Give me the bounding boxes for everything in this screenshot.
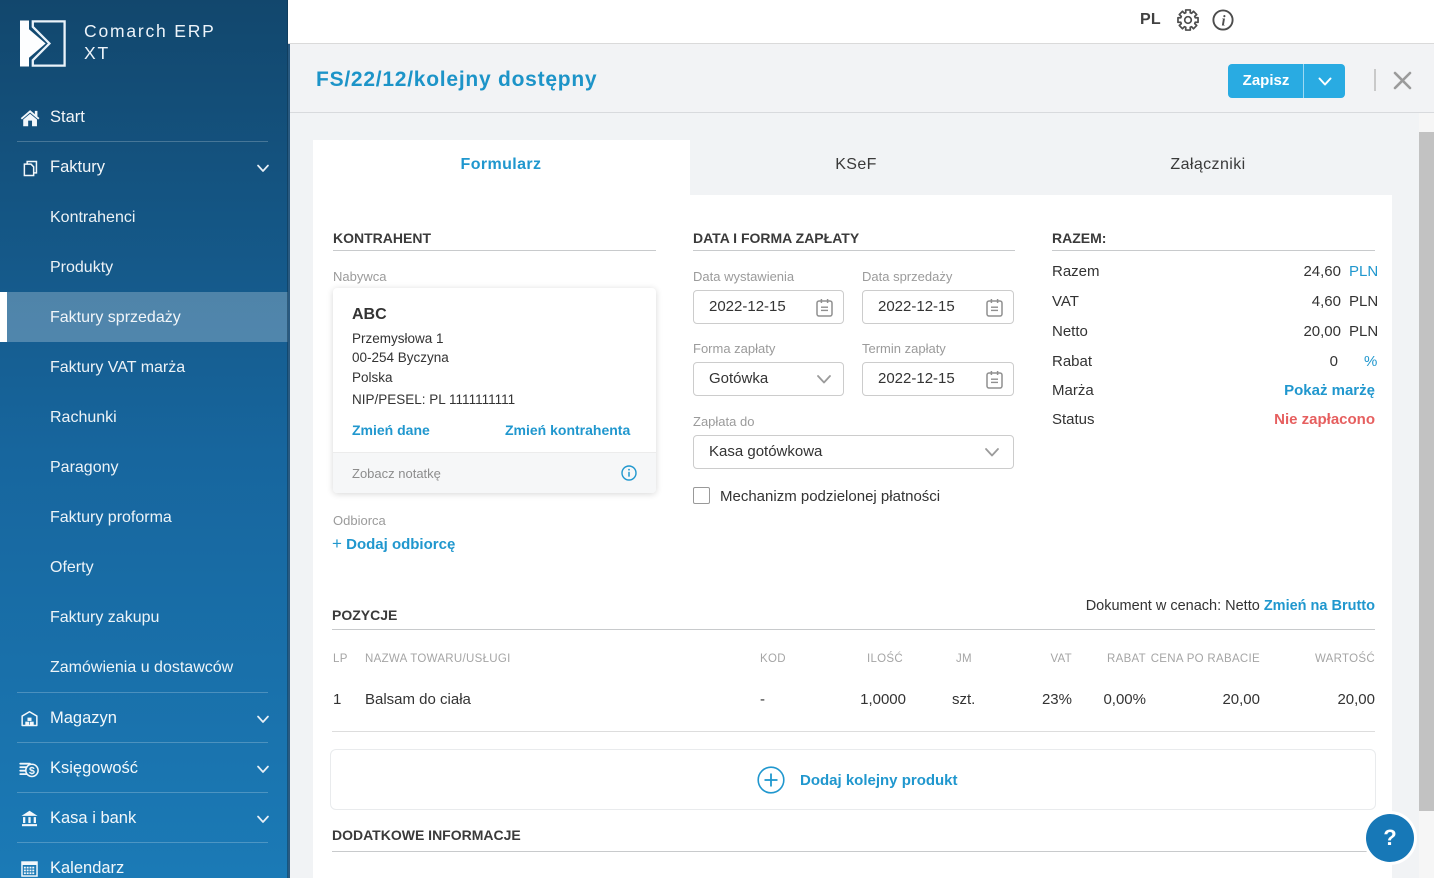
svg-text:i: i — [1221, 13, 1225, 29]
svg-text:$: $ — [29, 765, 35, 777]
